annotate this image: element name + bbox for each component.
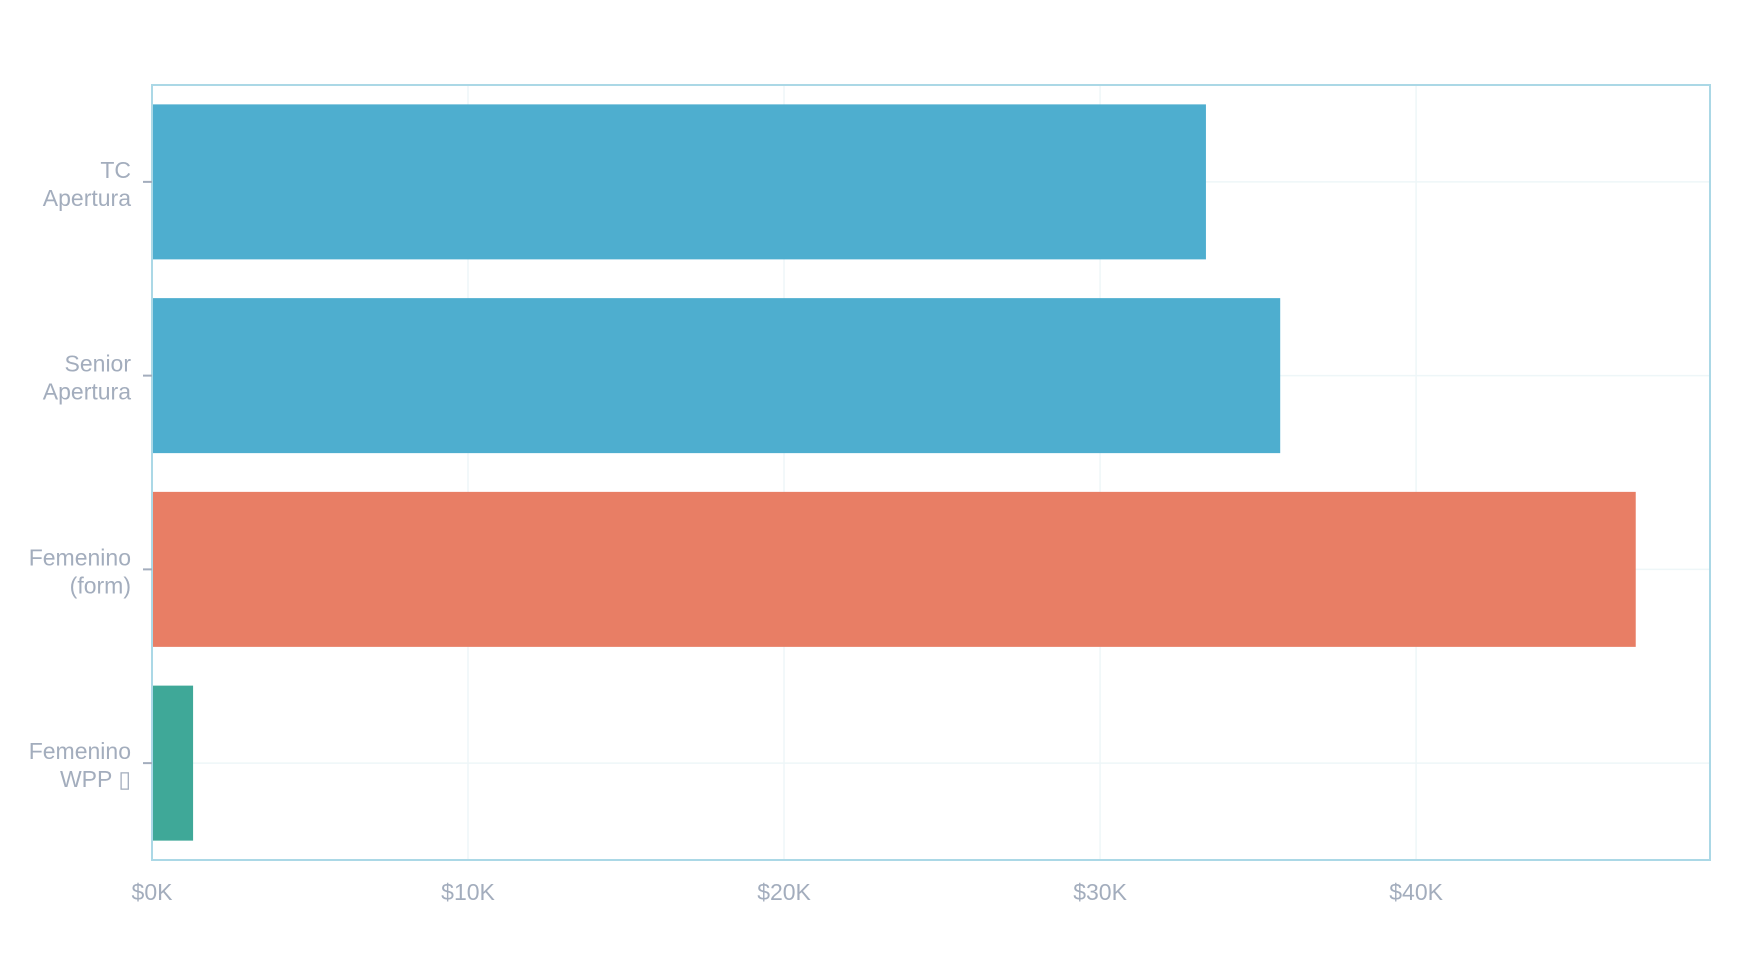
bar [152,491,1636,647]
y-tick-label: Senior [65,351,132,377]
y-tick-label: Apertura [43,379,131,405]
y-tick-label: Femenino [29,738,131,764]
y-tick-label: WPP ▯ [60,766,131,792]
bar [152,104,1206,260]
y-tick-label: Apertura [43,185,131,211]
x-tick-label: $40K [1389,879,1443,905]
y-tick-label: Femenino [29,544,131,570]
bar [152,298,1281,454]
x-tick-label: $20K [757,879,811,905]
x-tick-label: $10K [441,879,495,905]
plot-frame [151,84,1711,861]
x-tick-label: $30K [1073,879,1127,905]
bar [152,685,194,841]
y-tick-label: TC [100,157,131,183]
x-tick-label: $0K [132,879,174,905]
y-tick-label: (form) [70,572,131,598]
